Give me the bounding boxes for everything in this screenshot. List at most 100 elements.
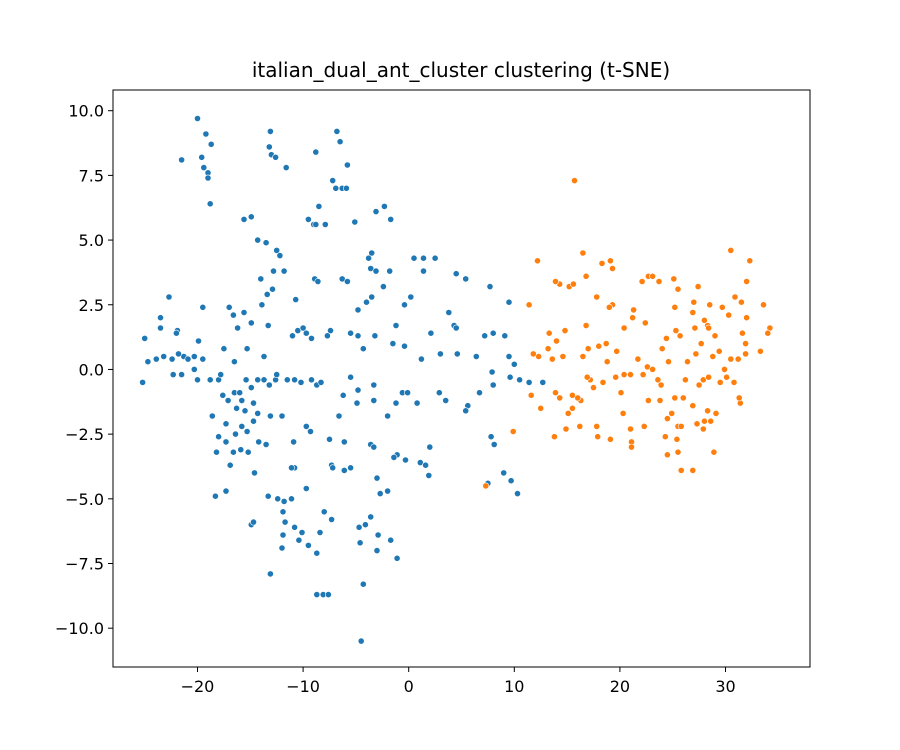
scatter-point-0-153 (262, 441, 270, 448)
scatter-point-1-93 (628, 443, 635, 451)
y-axis: −10.0 −7.5 −5.0 −2.5 0.0 2.5 5.0 7.5 10.0 (55, 102, 113, 638)
scatter-point-1-21 (757, 347, 764, 355)
scatter-point-0-237 (514, 490, 521, 497)
scatter-point-1-78 (574, 394, 582, 402)
scatter-point-1-127 (612, 373, 620, 381)
scatter-point-1-84 (551, 433, 558, 441)
scatter-point-1-132 (697, 340, 705, 347)
scatter-point-0-251 (279, 531, 287, 539)
scatter-point-1-114 (723, 373, 730, 381)
scatter-point-1-52 (534, 257, 541, 265)
y-tick-label: −5.0 (65, 490, 104, 509)
scatter-point-0-48 (368, 249, 376, 257)
scatter-point-0-175 (506, 373, 514, 381)
scatter-point-0-59 (368, 293, 376, 301)
scatter-point-0-210 (298, 529, 306, 536)
scatter-point-0-62 (401, 301, 408, 309)
scatter-point-0-106 (178, 371, 185, 378)
scatter-point-1-111 (705, 373, 712, 381)
x-axis: −20 −10 0 10 20 30 (181, 667, 736, 696)
scatter-point-0-54 (431, 254, 439, 262)
scatter-point-1-67 (627, 371, 634, 378)
scatter-point-1-3 (607, 257, 614, 265)
scatter-point-1-30 (701, 316, 708, 324)
scatter-point-1-102 (689, 466, 697, 474)
scatter-point-1-9 (670, 275, 678, 283)
scatter-point-1-18 (760, 301, 767, 309)
scatter-point-0-227 (211, 492, 219, 500)
scatter-point-0-80 (247, 319, 255, 327)
scatter-point-0-254 (359, 345, 367, 353)
scatter-point-0-140 (238, 422, 246, 430)
scatter-point-1-80 (552, 389, 559, 397)
scatter-point-0-160 (353, 399, 361, 407)
scatter-point-0-66 (157, 314, 164, 322)
scatter-point-0-142 (222, 420, 230, 428)
scatter-point-0-245 (273, 371, 281, 378)
scatter-point-1-143 (671, 303, 679, 311)
y-tick-label: −10.0 (55, 619, 104, 638)
scatter-point-1-129 (482, 482, 490, 490)
scatter-point-0-15 (333, 127, 341, 135)
scatter-point-1-90 (627, 425, 634, 433)
scatter-point-0-215 (355, 523, 363, 531)
scatter-point-0-105 (169, 371, 177, 378)
scatter-point-0-7 (204, 174, 212, 182)
scatter-point-0-124 (308, 376, 315, 384)
scatter-point-0-132 (219, 391, 227, 399)
scatter-point-0-44 (314, 278, 322, 285)
scatter-point-1-98 (673, 435, 681, 443)
scatter-point-0-18 (329, 177, 337, 184)
scatter-point-0-221 (373, 547, 381, 554)
scatter-point-0-217 (374, 531, 382, 539)
scatter-point-0-55 (452, 270, 460, 278)
y-tick-label: 0.0 (79, 360, 104, 379)
scatter-point-0-74 (195, 337, 202, 345)
scatter-point-1-24 (739, 329, 746, 337)
scatter-point-0-117 (254, 376, 262, 384)
scatter-point-0-183 (453, 350, 461, 358)
scatter-point-0-119 (265, 381, 273, 389)
x-tick-label: −20 (181, 677, 215, 696)
scatter-point-0-141 (232, 430, 239, 438)
scatter-point-1-140 (603, 358, 611, 366)
scatter-point-1-104 (701, 417, 708, 425)
scatter-point-0-25 (312, 221, 320, 228)
y-tick-label: 2.5 (79, 296, 104, 315)
scatter-point-0-146 (229, 448, 237, 456)
scatter-point-1-33 (706, 301, 714, 309)
scatter-point-0-165 (392, 399, 400, 407)
scatter-point-0-220 (393, 554, 401, 562)
scatter-point-0-29 (380, 202, 388, 210)
scatter-point-0-234 (324, 591, 332, 598)
scatter-point-0-1 (202, 130, 210, 138)
x-tick-label: 30 (715, 677, 735, 696)
scatter-point-0-102 (139, 378, 146, 386)
scatter-point-0-41 (263, 290, 271, 298)
scatter-point-1-120 (692, 350, 700, 358)
scatter-point-0-144 (215, 433, 222, 441)
scatter-point-0-83 (294, 327, 302, 334)
scatter-point-0-190 (402, 456, 409, 464)
scatter-point-0-30 (387, 215, 395, 223)
scatter-point-1-136 (661, 433, 669, 441)
scatter-point-0-249 (258, 301, 266, 309)
scatter-point-0-180 (505, 353, 513, 360)
scatter-point-0-197 (329, 464, 337, 472)
scatter-point-0-60 (363, 298, 370, 306)
scatter-point-0-73 (190, 353, 198, 360)
scatter-point-1-117 (730, 378, 738, 386)
scatter-point-0-229 (250, 518, 257, 526)
scatter-point-0-136 (266, 412, 274, 420)
scatter-point-1-103 (693, 420, 701, 428)
scatter-point-0-51 (386, 267, 394, 275)
plot-frame (112, 89, 811, 668)
scatter-point-0-104 (175, 350, 182, 358)
scatter-point-1-134 (721, 365, 728, 373)
scatter-point-1-38 (663, 334, 670, 342)
scatter-point-1-116 (735, 394, 743, 402)
scatter-point-1-44 (605, 303, 613, 311)
scatter-point-1-109 (695, 381, 703, 389)
scatter-point-0-47 (365, 254, 372, 262)
scatter-point-0-158 (340, 438, 348, 446)
